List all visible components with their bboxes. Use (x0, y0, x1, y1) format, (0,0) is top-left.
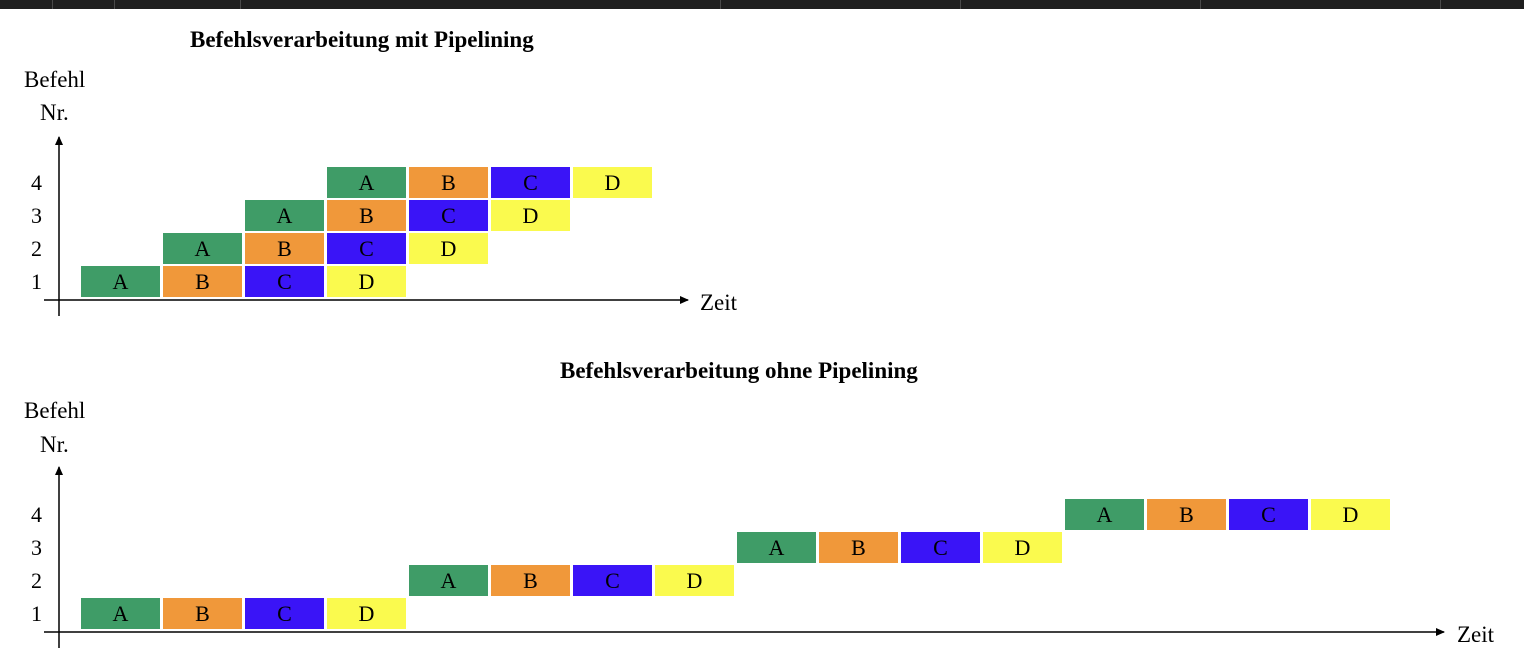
phase-cell-c: C (244, 265, 325, 298)
phase-cell-c: C (326, 232, 407, 265)
phase-cell-b: B (408, 166, 489, 199)
phase-cell-b: B (162, 265, 243, 298)
phase-cell-d: D (490, 199, 571, 232)
y-tick-label: 2 (31, 236, 42, 261)
y-tick-label: 3 (31, 535, 42, 560)
window-top-bar (0, 0, 1524, 9)
y-tick-label: 4 (31, 502, 42, 527)
phase-cell-b: B (162, 597, 243, 630)
x-axis-label-zeit: Zeit (1457, 622, 1495, 647)
y-tick-label: 1 (31, 269, 42, 294)
phase-cell-c: C (244, 597, 325, 630)
phase-cell-d: D (982, 531, 1063, 564)
phase-cell-c: C (490, 166, 571, 199)
phase-cell-c: C (572, 564, 653, 597)
top-bar-divider (114, 0, 115, 9)
y-axis-label-befehl: Befehl (24, 398, 86, 423)
x-axis-label-zeit: Zeit (700, 290, 738, 315)
phase-cell-d: D (326, 265, 407, 298)
phase-cell-d: D (408, 232, 489, 265)
phase-cell-c: C (408, 199, 489, 232)
y-tick-label: 1 (31, 601, 42, 626)
phase-cell-a: A (1064, 498, 1145, 531)
phase-cell-a: A (80, 265, 161, 298)
phase-cell-b: B (818, 531, 899, 564)
phase-cell-a: A (80, 597, 161, 630)
phase-cell-b: B (326, 199, 407, 232)
diagram-title-no-pipelining: Befehlsverarbeitung ohne Pipelining (560, 358, 918, 383)
y-tick-label: 2 (31, 568, 42, 593)
phase-cell-b: B (490, 564, 571, 597)
phase-cell-a: A (408, 564, 489, 597)
phase-cell-b: B (244, 232, 325, 265)
phase-cell-c: C (1228, 498, 1309, 531)
diagram-title-pipelining: Befehlsverarbeitung mit Pipelining (190, 27, 534, 52)
phase-cell-a: A (736, 531, 817, 564)
y-tick-label: 4 (31, 170, 42, 195)
phase-cell-a: A (326, 166, 407, 199)
top-bar-divider (1200, 0, 1201, 9)
top-bar-divider (960, 0, 961, 9)
top-bar-divider (720, 0, 721, 9)
y-tick-label: 3 (31, 203, 42, 228)
top-bar-divider (1440, 0, 1441, 9)
phase-cell-d: D (1310, 498, 1391, 531)
phase-cell-d: D (572, 166, 653, 199)
phase-cell-c: C (900, 531, 981, 564)
top-bar-divider (240, 0, 241, 9)
top-bar-divider (52, 0, 53, 9)
phase-cell-d: D (326, 597, 407, 630)
phase-cell-a: A (162, 232, 243, 265)
y-axis-label-nr: Nr. (40, 100, 69, 125)
phase-cell-a: A (244, 199, 325, 232)
phase-cell-b: B (1146, 498, 1227, 531)
y-axis-label-befehl: Befehl (24, 67, 86, 92)
y-axis-label-nr: Nr. (40, 432, 69, 457)
phase-cell-d: D (654, 564, 735, 597)
